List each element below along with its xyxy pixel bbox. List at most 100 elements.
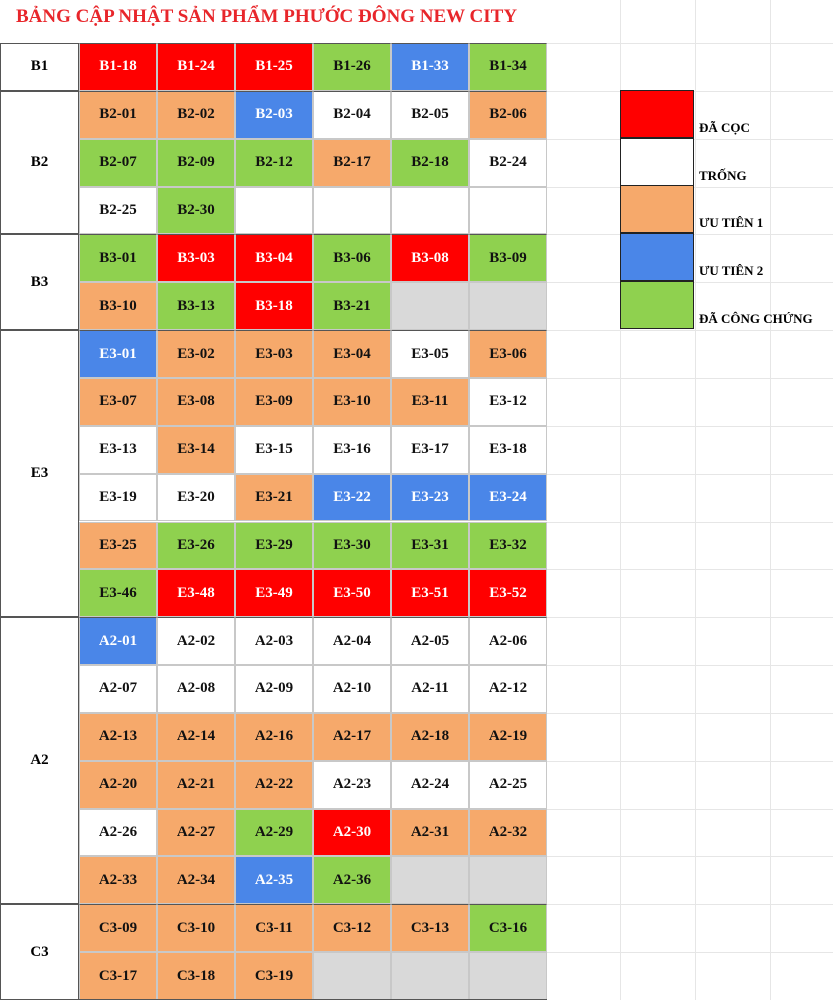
unit-cell: B2-02 — [157, 90, 235, 139]
unit-cell: A2-12 — [469, 665, 547, 713]
group-label: C3 — [0, 904, 79, 1000]
unit-cell: B3-01 — [79, 234, 157, 283]
group-label: B3 — [0, 234, 79, 331]
title: BẢNG CẬP NHẬT SẢN PHẨM PHƯỚC ĐÔNG NEW CI… — [16, 6, 518, 27]
unit-cell: E3-48 — [157, 569, 235, 618]
unit-cell — [313, 186, 391, 235]
unit-cell: E3-17 — [391, 425, 469, 474]
unit-cell: A2-35 — [235, 856, 313, 905]
unit-cell: A2-30 — [313, 808, 391, 857]
unit-cell: A2-36 — [313, 856, 391, 905]
unit-cell: B2-04 — [313, 90, 391, 139]
unit-cell: A2-29 — [235, 808, 313, 857]
unit-cell: C3-17 — [79, 952, 157, 1000]
unit-cell: A2-26 — [79, 808, 157, 857]
unit-cell: E3-24 — [469, 473, 547, 522]
sheet-gridline — [547, 617, 833, 619]
unit-cell: B2-07 — [79, 138, 157, 187]
unit-cell: B3-09 — [469, 234, 547, 283]
sheet-gridline — [770, 0, 771, 1000]
unit-cell: A2-01 — [79, 617, 157, 666]
unit-cell: B2-18 — [391, 138, 469, 187]
unit-cell: B2-24 — [469, 138, 547, 187]
sheet-gridline — [620, 0, 621, 1000]
unit-cell: B2-30 — [157, 186, 235, 235]
unit-cell: B2-06 — [469, 90, 547, 139]
legend-swatch — [620, 233, 694, 282]
unit-cell: C3-10 — [157, 904, 235, 953]
unit-cell: A2-02 — [157, 617, 235, 666]
legend-label: ĐÃ CỌC — [699, 120, 750, 135]
unit-cell: B1-25 — [235, 43, 313, 91]
unit-cell: E3-03 — [235, 330, 313, 378]
sheet-gridline — [547, 856, 833, 858]
unit-cell: E3-29 — [235, 521, 313, 570]
unit-cell: B3-08 — [391, 234, 469, 283]
unit-cell: A2-14 — [157, 712, 235, 761]
unit-cell: B2-17 — [313, 138, 391, 187]
unit-cell: B2-12 — [235, 138, 313, 187]
legend-swatch — [620, 137, 694, 186]
unit-cell: C3-19 — [235, 952, 313, 1000]
unit-cell: B1-33 — [391, 43, 469, 91]
unit-cell: B3-06 — [313, 234, 391, 283]
unit-cell: A2-10 — [313, 665, 391, 713]
unit-cell: B3-04 — [235, 234, 313, 283]
unit-cell — [469, 856, 547, 905]
unit-cell: A2-21 — [157, 760, 235, 809]
unit-cell: E3-12 — [469, 377, 547, 426]
unit-cell: E3-09 — [235, 377, 313, 426]
legend-label: ƯU TIÊN 2 — [699, 263, 764, 279]
unit-cell: E3-16 — [313, 425, 391, 474]
sheet-gridline — [547, 952, 833, 954]
unit-cell — [313, 952, 391, 1000]
unit-cell: A2-20 — [79, 760, 157, 809]
unit-cell: E3-04 — [313, 330, 391, 378]
unit-cell: E3-32 — [469, 521, 547, 570]
group-label: B1 — [0, 43, 79, 91]
unit-cell: C3-12 — [313, 904, 391, 953]
unit-cell: A2-17 — [313, 712, 391, 761]
unit-cell: E3-19 — [79, 473, 157, 522]
unit-cell: E3-21 — [235, 473, 313, 522]
unit-cell: A2-19 — [469, 712, 547, 761]
unit-cell: A2-07 — [79, 665, 157, 713]
unit-cell — [391, 186, 469, 235]
group-label: E3 — [0, 330, 79, 618]
unit-cell: A2-08 — [157, 665, 235, 713]
group-label: B2 — [0, 90, 79, 235]
unit-cell: B2-05 — [391, 90, 469, 139]
unit-cell: B1-26 — [313, 43, 391, 91]
unit-cell: B2-25 — [79, 186, 157, 235]
unit-cell: A2-31 — [391, 808, 469, 857]
sheet-gridline — [547, 330, 833, 332]
unit-cell: E3-22 — [313, 473, 391, 522]
unit-cell: B3-13 — [157, 282, 235, 331]
sheet-gridline — [695, 0, 696, 1000]
unit-cell: B3-03 — [157, 234, 235, 283]
sheet-gridline — [547, 521, 833, 523]
sheet-gridline — [547, 808, 833, 810]
unit-cell: A2-32 — [469, 808, 547, 857]
unit-cell: E3-15 — [235, 425, 313, 474]
unit-cell: C3-16 — [469, 904, 547, 953]
unit-cell: E3-50 — [313, 569, 391, 618]
sheet-gridline — [547, 904, 833, 906]
unit-cell: E3-06 — [469, 330, 547, 378]
unit-cell — [469, 282, 547, 331]
unit-cell: E3-52 — [469, 569, 547, 618]
unit-cell: B2-09 — [157, 138, 235, 187]
unit-cell: E3-11 — [391, 377, 469, 426]
legend-swatch — [620, 185, 694, 234]
unit-cell: B1-24 — [157, 43, 235, 91]
legend-label: ƯU TIÊN 1 — [699, 215, 764, 231]
sheet-gridline — [547, 665, 833, 667]
unit-cell: E3-13 — [79, 425, 157, 474]
unit-cell: B3-10 — [79, 282, 157, 331]
unit-cell: E3-26 — [157, 521, 235, 570]
unit-cell — [235, 186, 313, 235]
unit-cell — [391, 282, 469, 331]
unit-cell: B3-18 — [235, 282, 313, 331]
unit-cell: E3-10 — [313, 377, 391, 426]
